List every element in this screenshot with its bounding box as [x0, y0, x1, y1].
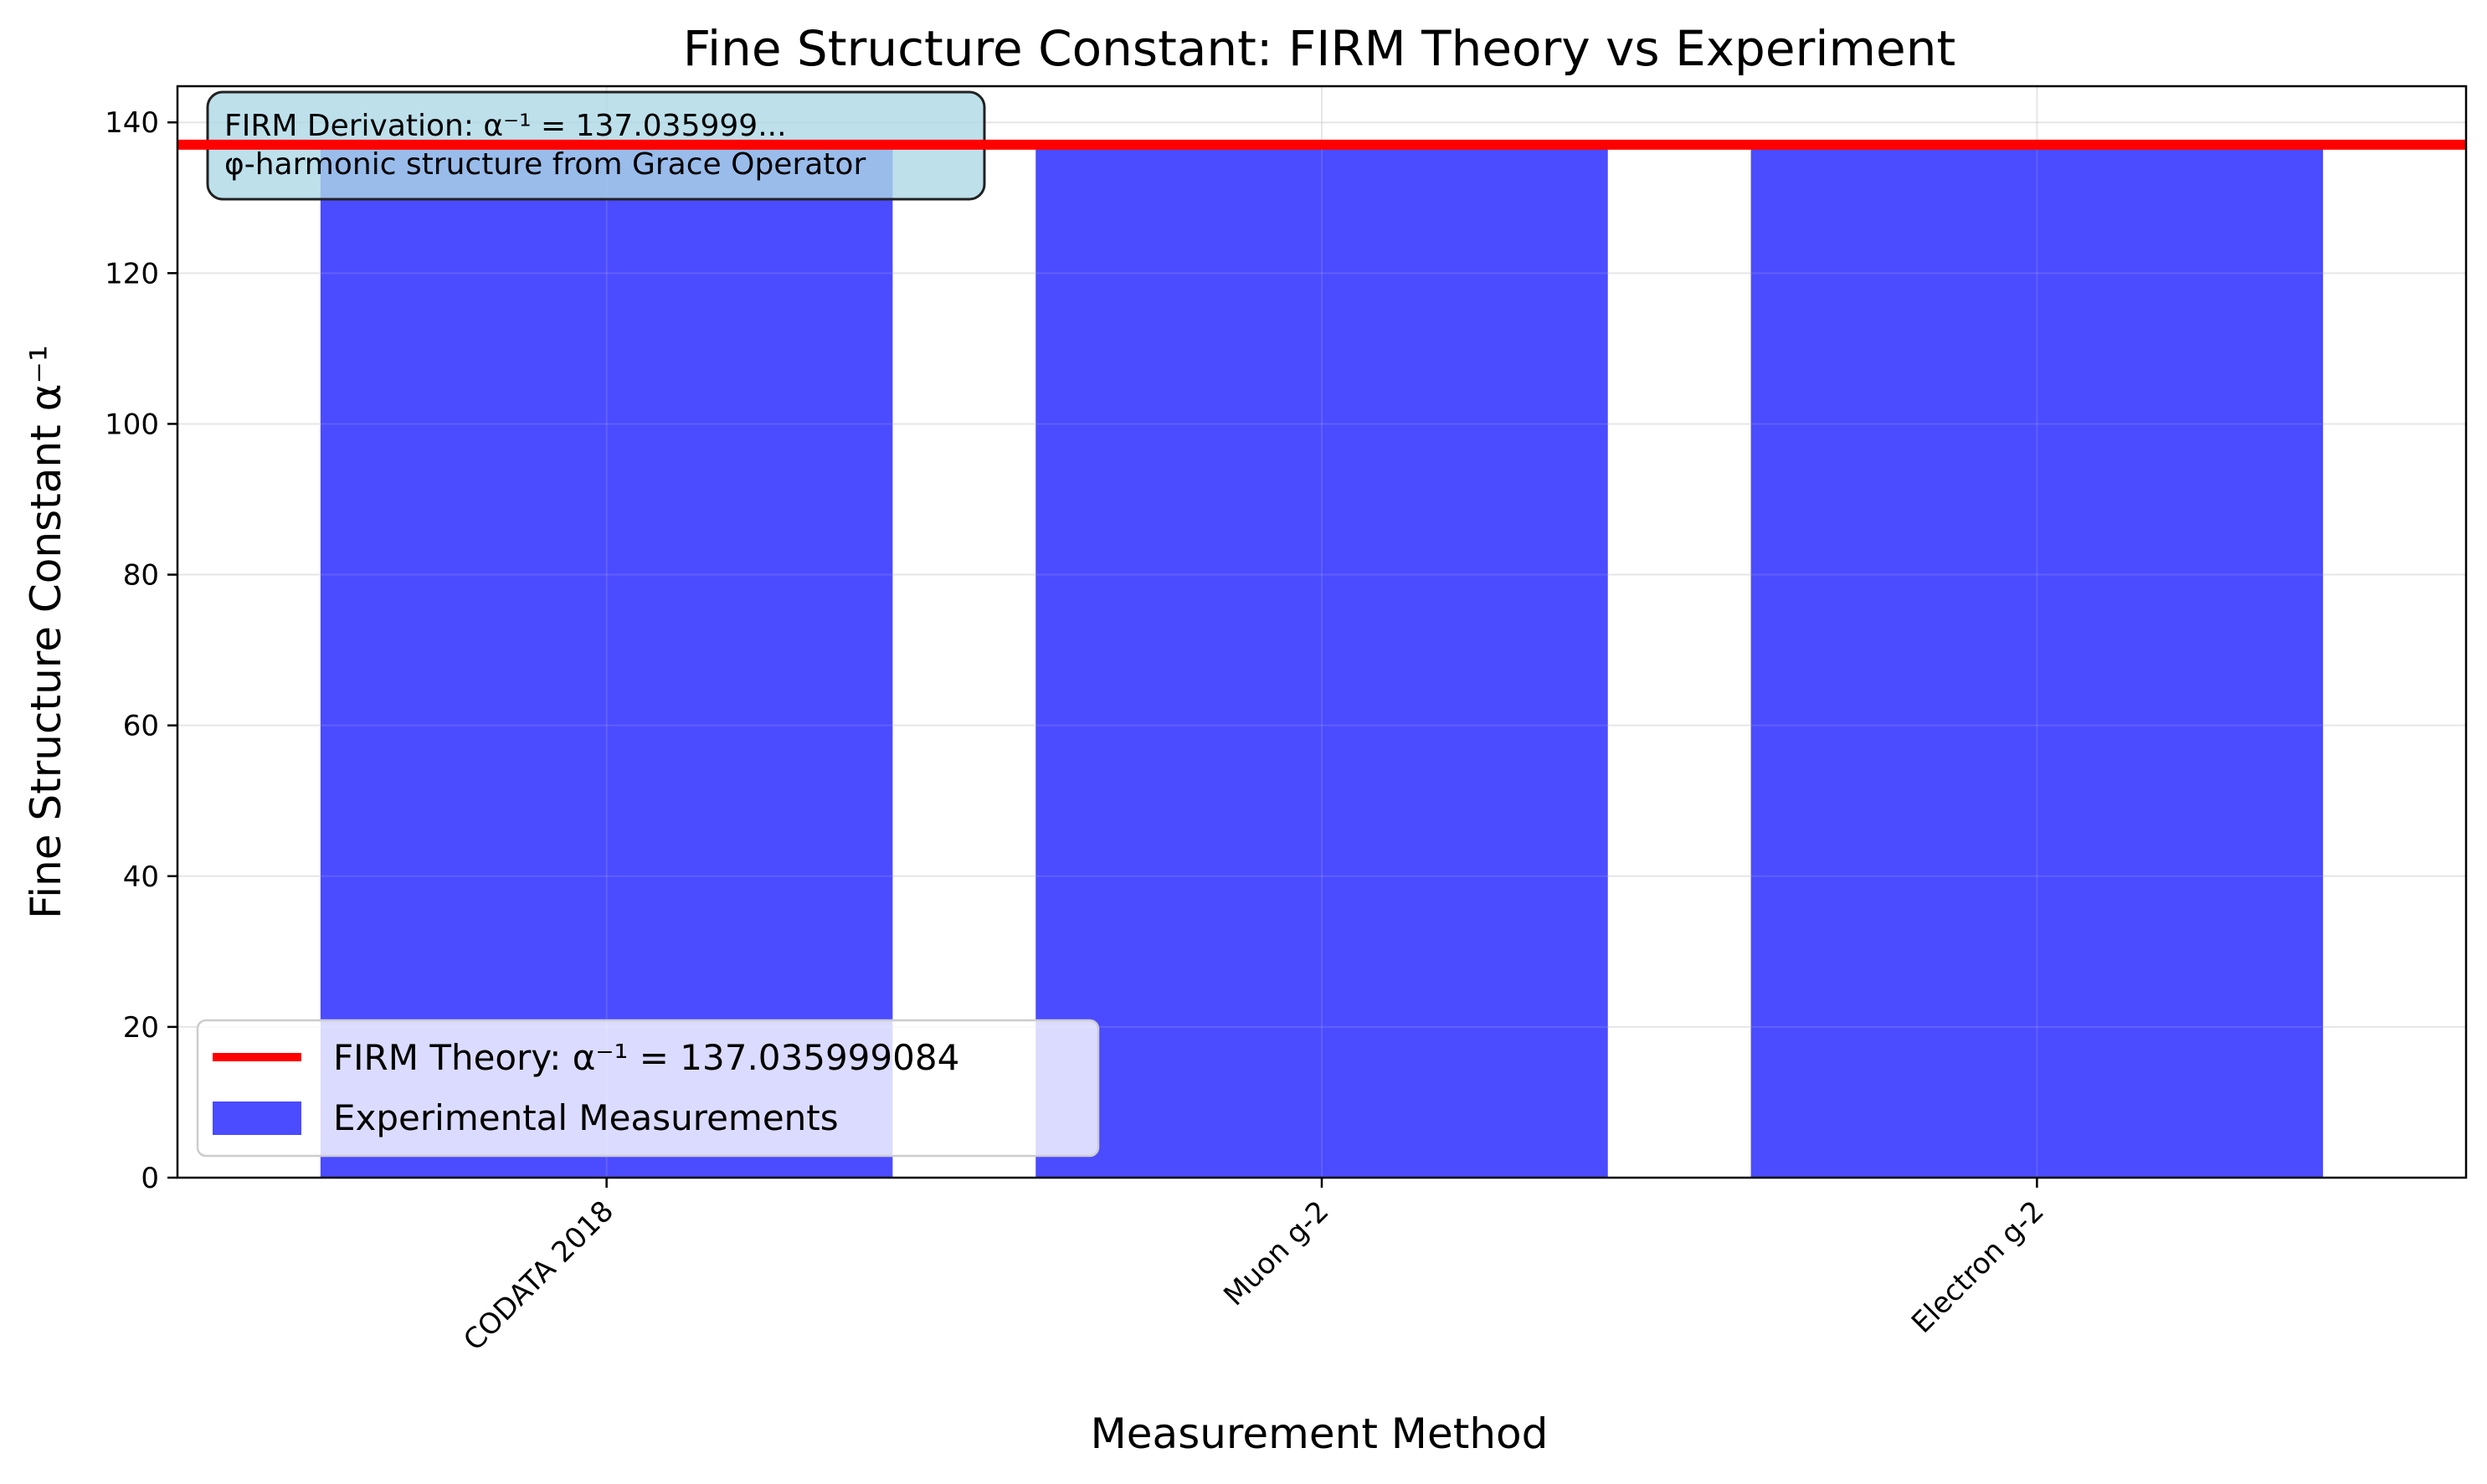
y-tick-label: 20: [123, 1011, 159, 1045]
chart-title: Fine Structure Constant: FIRM Theory vs …: [683, 20, 1955, 77]
legend-swatch-bars: [213, 1101, 301, 1135]
annotation-box: FIRM Derivation: α⁻¹ = 137.035999... φ-ha…: [206, 90, 986, 201]
y-tick-label: 80: [123, 559, 159, 593]
y-tick-label: 40: [123, 860, 159, 894]
annotation-line-2: φ-harmonic structure from Grace Operator: [224, 147, 866, 182]
y-tick-label: 120: [105, 257, 159, 290]
legend-label-reference: FIRM Theory: α⁻¹ = 137.035999084: [333, 1037, 959, 1078]
bar: [1750, 144, 2324, 1178]
y-tick-label: 60: [123, 710, 159, 743]
plot-area: FIRM Derivation: α⁻¹ = 137.035999... φ-ha…: [105, 85, 2468, 1358]
bar: [320, 144, 893, 1178]
y-tick-label: 0: [141, 1162, 159, 1195]
x-axis-label: Measurement Method: [1091, 1410, 1549, 1458]
legend-background: [196, 1019, 1100, 1158]
y-tick-label: 100: [105, 408, 159, 441]
y-tick-label: 140: [105, 106, 159, 140]
legend: FIRM Theory: α⁻¹ = 137.035999084 Experime…: [196, 1019, 1100, 1158]
legend-label-bars: Experimental Measurements: [333, 1097, 839, 1138]
annotation-line-1: FIRM Derivation: α⁻¹ = 137.035999...: [224, 109, 787, 143]
bar: [1035, 144, 1608, 1178]
bar-series: [320, 144, 2324, 1178]
y-axis-label: Fine Structure Constant α⁻¹: [22, 345, 70, 919]
